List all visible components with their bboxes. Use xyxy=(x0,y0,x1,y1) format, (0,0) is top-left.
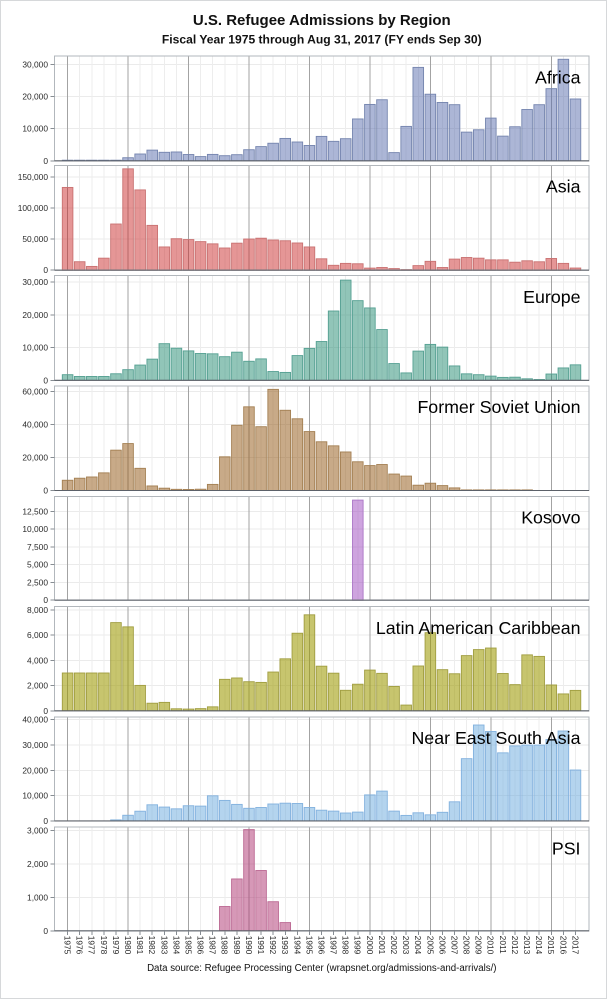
svg-text:1996: 1996 xyxy=(316,936,326,955)
svg-text:Kosovo: Kosovo xyxy=(521,508,580,528)
svg-text:2008: 2008 xyxy=(462,936,472,955)
svg-text:1977: 1977 xyxy=(87,936,97,955)
svg-text:1983: 1983 xyxy=(159,936,169,955)
svg-text:5,000: 5,000 xyxy=(27,560,48,570)
svg-text:1994: 1994 xyxy=(292,936,302,955)
svg-text:20,000: 20,000 xyxy=(22,92,48,102)
svg-text:2010: 2010 xyxy=(486,936,496,955)
svg-text:1989: 1989 xyxy=(232,936,242,955)
svg-text:8,000: 8,000 xyxy=(27,605,48,615)
svg-text:2,000: 2,000 xyxy=(27,681,48,691)
svg-text:6,000: 6,000 xyxy=(27,630,48,640)
svg-text:1985: 1985 xyxy=(183,936,193,955)
svg-text:1987: 1987 xyxy=(208,936,218,955)
svg-text:30,000: 30,000 xyxy=(22,740,48,750)
svg-text:1978: 1978 xyxy=(99,936,109,955)
svg-text:Former Soviet Union: Former Soviet Union xyxy=(417,397,580,417)
svg-text:20,000: 20,000 xyxy=(22,765,48,775)
svg-text:2015: 2015 xyxy=(546,936,556,955)
svg-text:0: 0 xyxy=(43,156,48,166)
svg-text:Latin American Caribbean: Latin American Caribbean xyxy=(376,618,581,638)
svg-text:1988: 1988 xyxy=(220,936,230,955)
svg-text:2017: 2017 xyxy=(570,936,580,955)
svg-text:30,000: 30,000 xyxy=(22,277,48,287)
svg-text:50,000: 50,000 xyxy=(22,234,48,244)
svg-text:PSI: PSI xyxy=(552,838,581,858)
svg-text:0: 0 xyxy=(43,265,48,275)
svg-text:2006: 2006 xyxy=(437,936,447,955)
svg-text:Europe: Europe xyxy=(523,287,580,307)
svg-text:2000: 2000 xyxy=(365,936,375,955)
svg-text:10,000: 10,000 xyxy=(22,124,48,134)
svg-text:1,000: 1,000 xyxy=(27,892,48,902)
svg-text:0: 0 xyxy=(43,595,48,605)
svg-text:12,500: 12,500 xyxy=(22,506,48,516)
svg-text:20,000: 20,000 xyxy=(22,310,48,320)
svg-text:2002: 2002 xyxy=(389,936,399,955)
svg-text:2016: 2016 xyxy=(558,936,568,955)
svg-text:1979: 1979 xyxy=(111,936,121,955)
svg-text:2012: 2012 xyxy=(510,936,520,955)
svg-text:4,000: 4,000 xyxy=(27,655,48,665)
svg-text:40,000: 40,000 xyxy=(22,420,48,430)
svg-text:0: 0 xyxy=(43,486,48,496)
svg-text:30,000: 30,000 xyxy=(22,60,48,70)
svg-text:1975: 1975 xyxy=(63,936,73,955)
svg-text:2003: 2003 xyxy=(401,936,411,955)
svg-text:60,000: 60,000 xyxy=(22,387,48,397)
svg-text:1980: 1980 xyxy=(123,936,133,955)
svg-text:2013: 2013 xyxy=(522,936,532,955)
svg-text:Data source: Refugee Processin: Data source: Refugee Processing Center (… xyxy=(147,963,496,974)
svg-text:2,500: 2,500 xyxy=(27,577,48,587)
svg-text:Africa: Africa xyxy=(535,67,581,87)
svg-text:Asia: Asia xyxy=(546,177,581,197)
svg-text:2005: 2005 xyxy=(425,936,435,955)
svg-text:3,000: 3,000 xyxy=(27,826,48,836)
svg-text:40,000: 40,000 xyxy=(22,715,48,725)
svg-text:150,000: 150,000 xyxy=(18,172,49,182)
svg-text:1990: 1990 xyxy=(244,936,254,955)
svg-text:10,000: 10,000 xyxy=(22,343,48,353)
svg-text:1998: 1998 xyxy=(341,936,351,955)
svg-text:7,500: 7,500 xyxy=(27,542,48,552)
svg-text:1992: 1992 xyxy=(268,936,278,955)
svg-text:0: 0 xyxy=(43,706,48,716)
svg-text:100,000: 100,000 xyxy=(18,203,49,213)
svg-text:1981: 1981 xyxy=(135,936,145,955)
svg-text:20,000: 20,000 xyxy=(22,453,48,463)
svg-text:0: 0 xyxy=(43,816,48,826)
svg-text:1993: 1993 xyxy=(280,936,290,955)
svg-text:2004: 2004 xyxy=(413,936,423,955)
svg-text:2011: 2011 xyxy=(498,936,508,954)
svg-text:1999: 1999 xyxy=(353,936,363,955)
svg-text:10,000: 10,000 xyxy=(22,791,48,801)
svg-text:1995: 1995 xyxy=(304,936,314,955)
svg-text:2,000: 2,000 xyxy=(27,859,48,869)
svg-text:2007: 2007 xyxy=(449,936,459,955)
svg-text:2001: 2001 xyxy=(377,936,387,955)
svg-text:0: 0 xyxy=(43,375,48,385)
svg-text:2009: 2009 xyxy=(474,936,484,955)
svg-text:Near East South Asia: Near East South Asia xyxy=(411,728,580,748)
svg-text:1986: 1986 xyxy=(196,936,206,955)
svg-text:U.S. Refugee Admissions by Reg: U.S. Refugee Admissions by Region xyxy=(193,12,451,29)
svg-text:0: 0 xyxy=(43,926,48,936)
svg-text:1984: 1984 xyxy=(171,936,181,955)
svg-text:1976: 1976 xyxy=(75,936,85,955)
svg-text:1991: 1991 xyxy=(256,936,266,955)
svg-text:10,000: 10,000 xyxy=(22,524,48,534)
svg-text:1997: 1997 xyxy=(329,936,339,955)
svg-text:2014: 2014 xyxy=(534,936,544,955)
svg-text:Fiscal Year 1975 through Aug 3: Fiscal Year 1975 through Aug 31, 2017 (F… xyxy=(162,33,482,47)
svg-text:1982: 1982 xyxy=(147,936,157,955)
